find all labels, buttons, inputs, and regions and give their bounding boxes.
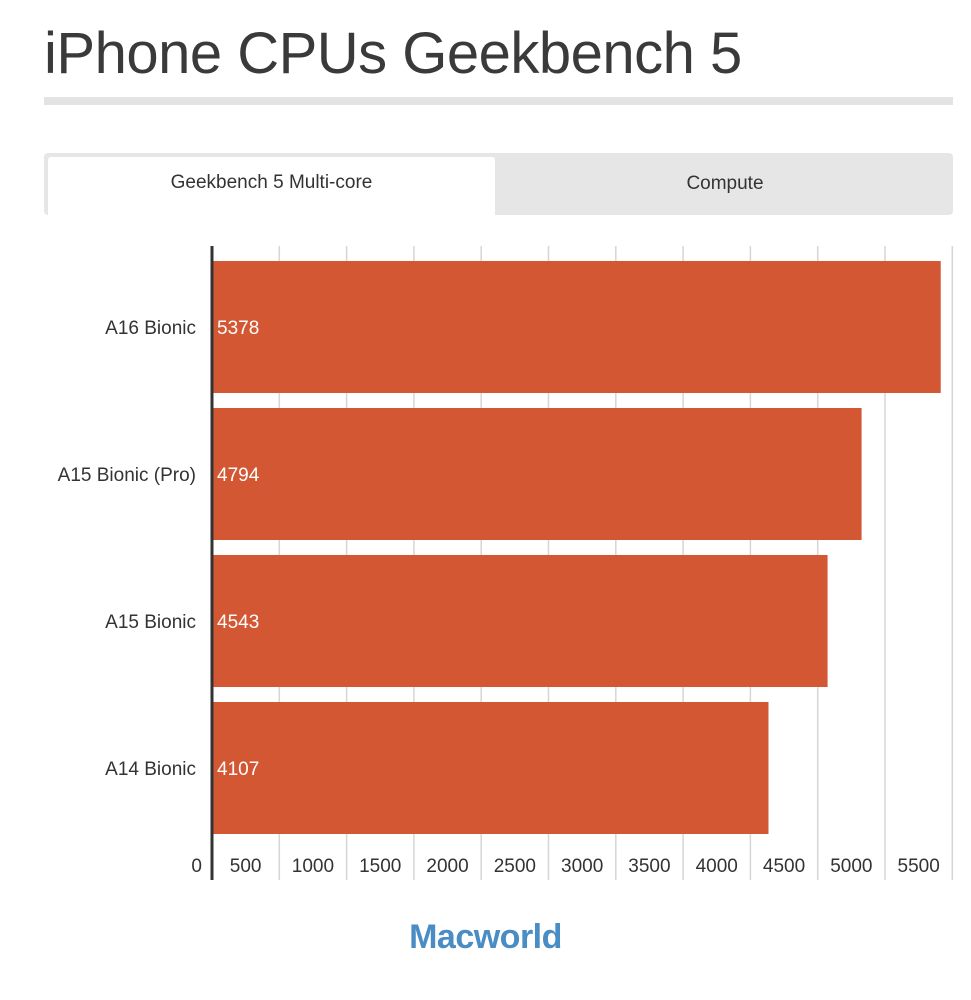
bar xyxy=(212,702,769,834)
bar-value-label: 4107 xyxy=(217,759,259,780)
x-tick-label: 4000 xyxy=(696,856,738,877)
x-tick-label: 5000 xyxy=(830,856,872,877)
x-tick-label: 500 xyxy=(230,856,262,877)
category-label: A16 Bionic xyxy=(105,318,196,339)
tab-geekbench-multi-core[interactable]: Geekbench 5 Multi-core xyxy=(48,157,495,215)
bar-value-label: 4543 xyxy=(217,612,259,633)
bar xyxy=(212,261,941,393)
title-divider xyxy=(44,97,953,105)
tab-compute[interactable]: Compute xyxy=(686,173,764,194)
bar-value-label: 5378 xyxy=(217,318,259,339)
category-label: A15 Bionic xyxy=(105,612,196,633)
chart-tabs: Geekbench 5 Multi-core Compute xyxy=(44,153,953,215)
category-label: A15 Bionic (Pro) xyxy=(58,465,196,486)
x-tick-label: 3500 xyxy=(628,856,670,877)
brand-logo: Macworld xyxy=(409,918,562,956)
x-tick-label: 1000 xyxy=(292,856,334,877)
x-tick-label: 3000 xyxy=(561,856,603,877)
x-tick-label: 1500 xyxy=(359,856,401,877)
bar-value-label: 4794 xyxy=(217,465,260,486)
x-tick-label: 2000 xyxy=(426,856,468,877)
category-label: A14 Bionic xyxy=(105,759,196,780)
x-tick-label: 5500 xyxy=(898,856,940,877)
page-title: iPhone CPUs Geekbench 5 xyxy=(44,21,742,86)
x-tick-label: 4500 xyxy=(763,856,805,877)
x-tick-label: 0 xyxy=(191,856,202,877)
bar xyxy=(212,555,828,687)
bar xyxy=(212,408,862,540)
x-tick-label: 2500 xyxy=(494,856,536,877)
bar-chart: 5378 A16 Bionic 4794 A15 Bionic (Pro) 4543 A1… xyxy=(58,246,954,880)
